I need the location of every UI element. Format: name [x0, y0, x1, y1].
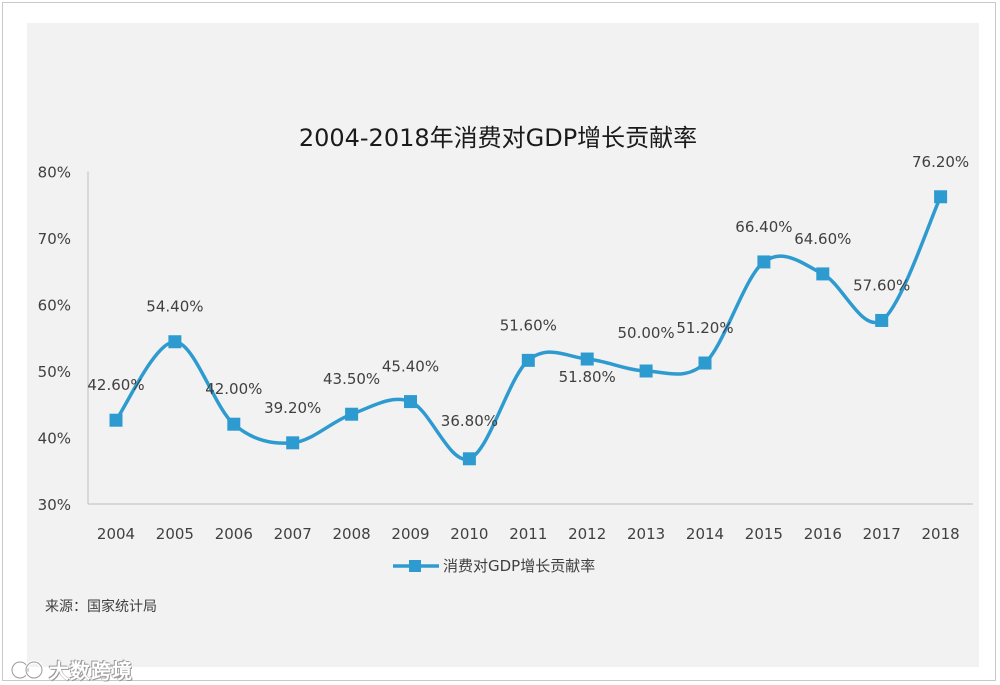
y-tick-label: 80% — [38, 164, 71, 182]
data-label: 51.20% — [676, 319, 733, 337]
watermark-logo-icon — [10, 660, 44, 679]
data-point-marker — [404, 395, 417, 409]
data-label: 66.40% — [735, 218, 792, 236]
data-label: 64.60% — [794, 230, 851, 248]
data-label: 51.80% — [559, 368, 616, 386]
legend-marker — [409, 560, 421, 572]
legend-label: 消费对GDP增长贡献率 — [443, 557, 595, 575]
x-tick-label: 2010 — [450, 525, 488, 543]
chart-panel — [27, 23, 979, 667]
chart-title: 2004-2018年消费对GDP增长贡献率 — [299, 124, 697, 152]
y-tick-label: 30% — [38, 496, 71, 514]
data-label: 42.00% — [205, 380, 262, 398]
source-note: 来源：国家统计局 — [45, 599, 157, 615]
x-tick-label: 2011 — [509, 525, 547, 543]
x-tick-label: 2009 — [391, 525, 429, 543]
data-point-marker — [934, 190, 948, 204]
data-label: 43.50% — [323, 370, 380, 388]
data-point-marker — [109, 413, 123, 427]
y-tick-label: 70% — [38, 230, 71, 248]
data-label: 39.20% — [264, 399, 321, 417]
data-label: 51.60% — [500, 316, 557, 334]
watermark: 大数跨境 — [9, 655, 133, 684]
x-tick-label: 2014 — [686, 525, 724, 543]
data-point-marker — [875, 313, 889, 327]
data-point-marker — [345, 407, 359, 421]
data-label: 42.60% — [87, 376, 144, 394]
data-point-marker — [286, 436, 300, 450]
data-label: 36.80% — [441, 412, 498, 430]
x-tick-label: 2005 — [156, 525, 194, 543]
x-tick-label: 2018 — [922, 525, 960, 543]
x-tick-label: 2013 — [627, 525, 665, 543]
y-tick-label: 50% — [38, 363, 71, 381]
x-tick-label: 2007 — [274, 525, 312, 543]
data-point-marker — [698, 356, 712, 370]
x-tick-label: 2015 — [745, 525, 783, 543]
data-point-marker — [757, 255, 771, 269]
data-point-marker — [816, 267, 830, 281]
data-label: 45.40% — [382, 358, 439, 376]
x-tick-label: 2016 — [804, 525, 842, 543]
y-tick-label: 40% — [38, 430, 71, 448]
data-point-marker — [462, 452, 476, 466]
y-tick-label: 60% — [38, 297, 71, 315]
data-point-marker — [639, 364, 653, 378]
x-tick-label: 2004 — [97, 525, 135, 543]
data-label: 57.60% — [853, 276, 910, 294]
data-point-marker — [227, 417, 241, 431]
watermark-text: 大数跨境 — [49, 659, 133, 683]
x-tick-label: 2008 — [333, 525, 371, 543]
data-label: 50.00% — [617, 324, 674, 342]
x-tick-label: 2017 — [863, 525, 901, 543]
data-point-marker — [168, 335, 182, 349]
x-tick-label: 2012 — [568, 525, 606, 543]
data-point-marker — [580, 352, 594, 366]
x-tick-label: 2006 — [215, 525, 253, 543]
data-label: 54.40% — [146, 298, 203, 316]
line-chart: 2004-2018年消费对GDP增长贡献率 30% 40% 50% 60% 70% 80% 2… — [38, 124, 973, 575]
data-point-marker — [521, 353, 535, 367]
data-label: 76.20% — [912, 153, 969, 171]
